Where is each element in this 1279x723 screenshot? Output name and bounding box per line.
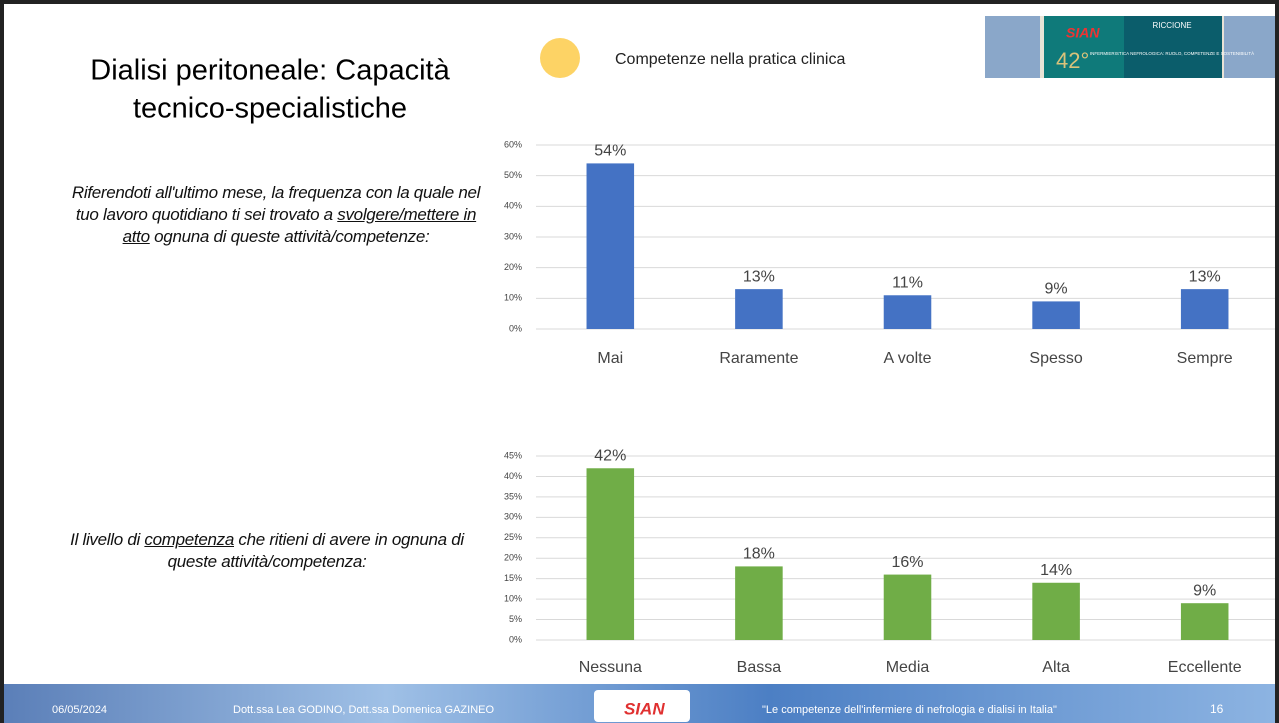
- footer-date: 06/05/2024: [52, 704, 107, 716]
- data-label: 11%: [892, 274, 923, 291]
- data-label: 9%: [1045, 281, 1068, 298]
- question-text: Il livello di: [70, 530, 144, 549]
- x-tick-label: A volte: [883, 350, 931, 367]
- footer-quote: "Le competenze dell'infermiere di nefrol…: [762, 704, 1057, 716]
- legend-dot: [540, 38, 580, 78]
- question-underlined: competenza: [144, 530, 234, 549]
- question: Il livello di competenza che ritieni di …: [62, 529, 472, 573]
- bar: [1032, 301, 1080, 329]
- bar: [735, 289, 783, 329]
- y-tick-label: 5%: [509, 614, 522, 624]
- y-tick-label: 20%: [504, 262, 522, 272]
- data-label: 14%: [1040, 562, 1072, 579]
- slide-title: Dialisi peritoneale: Capacità: [90, 55, 450, 87]
- y-tick-label: 30%: [504, 512, 522, 522]
- bar: [884, 575, 932, 640]
- y-tick-label: 25%: [504, 532, 522, 542]
- y-tick-label: 60%: [504, 139, 522, 149]
- footer-authors: Dott.ssa Lea GODINO, Dott.ssa Domenica G…: [233, 704, 494, 716]
- data-label: 13%: [1189, 268, 1221, 285]
- logo-art: [985, 16, 1040, 78]
- question: Riferendoti all'ultimo mese, la frequenz…: [62, 182, 490, 248]
- x-tick-label: Media: [886, 659, 930, 676]
- y-tick-label: 40%: [504, 201, 522, 211]
- data-label: 54%: [594, 143, 626, 160]
- bar: [735, 566, 783, 640]
- bar: [884, 295, 932, 329]
- x-tick-label: Mai: [597, 350, 623, 367]
- bar: [587, 468, 635, 640]
- logo-place: RICCIONE: [1152, 21, 1191, 30]
- y-tick-label: 10%: [504, 593, 522, 603]
- y-tick-label: 0%: [509, 634, 522, 644]
- bar: [1181, 603, 1229, 640]
- footer-page: 16: [1210, 702, 1224, 716]
- data-label: 16%: [891, 554, 923, 571]
- x-tick-label: Raramente: [719, 350, 798, 367]
- y-tick-label: 40%: [504, 471, 522, 481]
- question-text: ognuna di queste attività/competenze:: [150, 227, 430, 246]
- data-label: 9%: [1193, 582, 1216, 599]
- data-label: 13%: [743, 268, 775, 285]
- logo-theme: INFERMIERISTICA NEFROLOGICA: RUOLO, COMP…: [1090, 50, 1254, 56]
- bar: [1181, 289, 1229, 329]
- x-tick-label: Sempre: [1177, 350, 1233, 367]
- y-tick-label: 20%: [504, 553, 522, 563]
- slide-title: tecnico-specialistiche: [133, 93, 407, 125]
- data-label: 42%: [594, 447, 626, 464]
- logo-brand: SIAN: [1066, 25, 1100, 41]
- x-tick-label: Bassa: [737, 659, 782, 676]
- x-tick-label: Nessuna: [579, 659, 642, 676]
- bar: [587, 163, 635, 329]
- x-tick-label: Alta: [1042, 659, 1070, 676]
- footer-brand: SIAN: [624, 699, 665, 718]
- x-tick-label: Spesso: [1029, 350, 1082, 367]
- y-tick-label: 10%: [504, 293, 522, 303]
- canvas: Dialisi peritoneale: Capacità tecnico-sp…: [4, 4, 1279, 723]
- y-tick-label: 15%: [504, 573, 522, 583]
- y-tick-label: 30%: [504, 231, 522, 241]
- logo-art: [1224, 16, 1275, 78]
- y-tick-label: 45%: [504, 450, 522, 460]
- logo-edition: 42°: [1056, 48, 1089, 73]
- data-label: 18%: [743, 546, 775, 563]
- slide: Dialisi peritoneale: Capacità tecnico-sp…: [0, 0, 1279, 723]
- bar: [1032, 583, 1080, 640]
- x-tick-label: Eccellente: [1168, 659, 1242, 676]
- y-tick-label: 50%: [504, 170, 522, 180]
- y-tick-label: 35%: [504, 491, 522, 501]
- y-tick-label: 0%: [509, 323, 522, 333]
- legend-label: Competenze nella pratica clinica: [615, 51, 845, 68]
